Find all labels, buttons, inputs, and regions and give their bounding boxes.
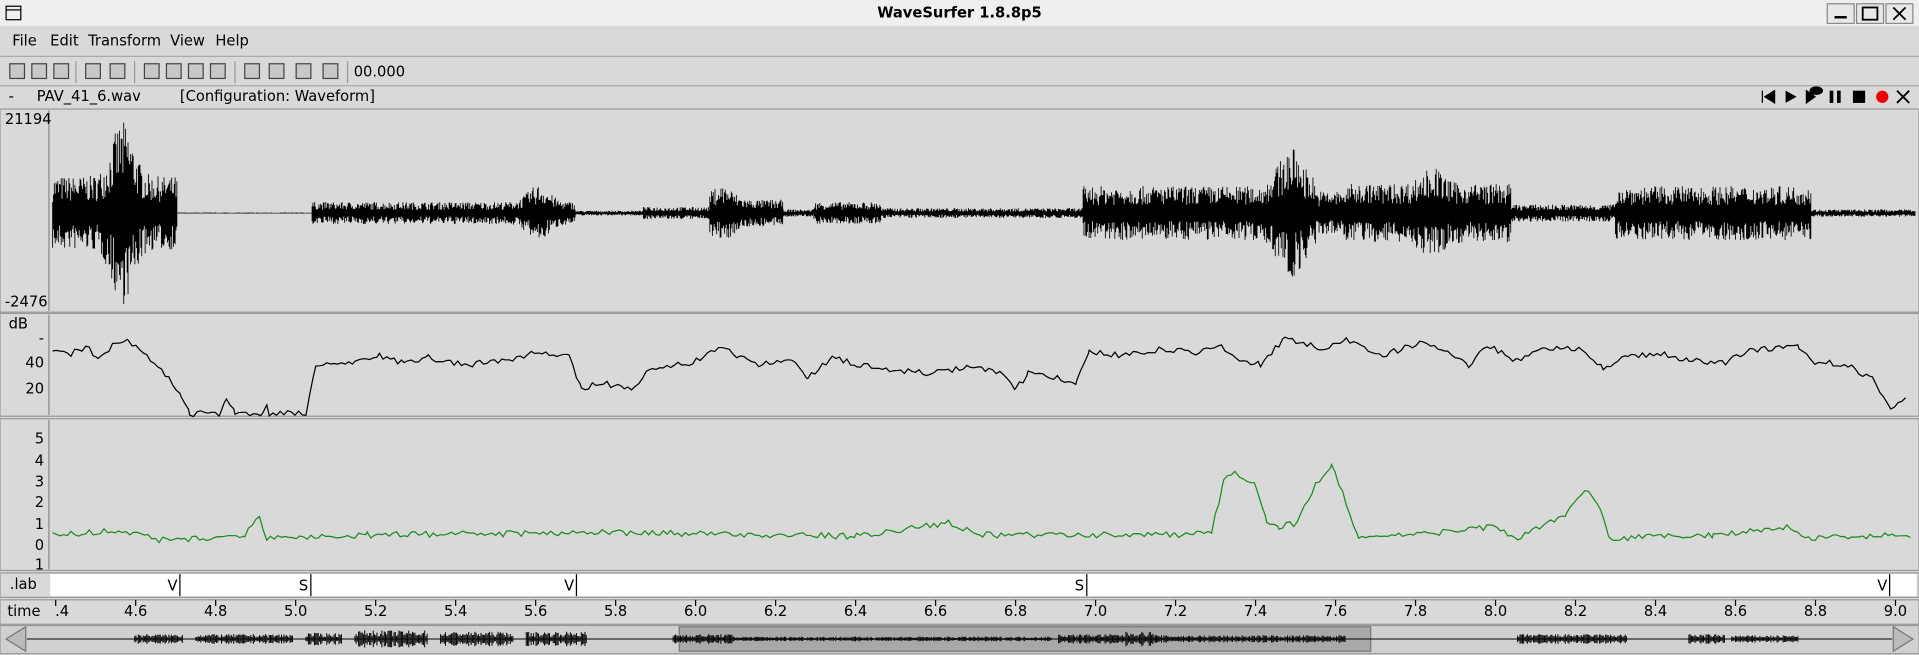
toolbar-button[interactable] xyxy=(209,63,226,80)
time-tick-label: 7.8 xyxy=(1404,603,1427,620)
stop-button[interactable] xyxy=(1852,90,1866,103)
power-curve xyxy=(52,336,1906,418)
power-unit: dB xyxy=(9,315,28,332)
waveform-max: 21194 xyxy=(5,111,52,128)
toolbar-button[interactable] xyxy=(9,63,26,80)
time-display: 00.000 xyxy=(354,63,405,80)
time-tick-label: 7.6 xyxy=(1324,603,1347,620)
pitch-tick-label: 0 xyxy=(35,537,44,554)
minimize-button[interactable] xyxy=(1826,3,1855,24)
play-button[interactable] xyxy=(1785,90,1797,103)
segment-label: S xyxy=(299,577,308,594)
label-tier-name: .lab xyxy=(10,576,37,593)
waveform xyxy=(52,122,1916,305)
time-tick-label: 7.0 xyxy=(1084,603,1107,620)
title-bar xyxy=(0,0,1919,26)
time-tick-label: 5.0 xyxy=(284,603,307,620)
toolbar-button[interactable] xyxy=(53,63,70,80)
time-tick-label: 4.6 xyxy=(124,603,147,620)
menu-item[interactable]: Transform xyxy=(87,33,161,50)
time-tick-label: 5.8 xyxy=(604,603,627,620)
close-sound-button[interactable] xyxy=(1896,90,1910,104)
pitch-curve xyxy=(52,462,1911,544)
transport-controls xyxy=(1761,86,1910,105)
rewind-button[interactable] xyxy=(1761,89,1776,105)
segment-label: V xyxy=(564,577,574,594)
time-tick-label: 8.0 xyxy=(1484,603,1507,620)
menu-item[interactable]: Help xyxy=(215,33,248,50)
toolbar-button[interactable] xyxy=(109,63,126,80)
menu-item[interactable]: View xyxy=(170,33,205,50)
overview-waveform xyxy=(134,630,1799,648)
icon-x xyxy=(1892,6,1907,21)
configuration: [Configuration: Waveform] xyxy=(180,88,375,105)
window-title: WaveSurfer 1.8.8p5 xyxy=(877,5,1041,22)
pitch-tick-label: 1 xyxy=(35,516,44,533)
window-menu-icon[interactable] xyxy=(5,5,22,21)
time-tick-label: 9.0 xyxy=(1884,603,1907,620)
pitch-tick-label: 1 xyxy=(35,557,44,574)
segment-label: V xyxy=(168,577,178,594)
time-tick-label: 8.2 xyxy=(1564,603,1587,620)
time-tick-label: 8.8 xyxy=(1804,603,1827,620)
power-tick-label: 40 xyxy=(25,355,44,372)
pause-button[interactable] xyxy=(1829,90,1834,103)
time-tick-label: 8.6 xyxy=(1724,603,1747,620)
scroll-left-button[interactable] xyxy=(4,625,27,653)
time-tick-label: 7.4 xyxy=(1244,603,1267,620)
pitch-tick-label: 2 xyxy=(35,494,44,511)
menu-item[interactable]: File xyxy=(12,33,37,50)
time-tick-label: 8.4 xyxy=(1644,603,1667,620)
waveform-trace xyxy=(52,122,1916,305)
pause-button-bar xyxy=(1837,90,1841,103)
label-pane[interactable] xyxy=(50,574,1917,597)
toolbar-button[interactable] xyxy=(244,63,261,80)
time-axis xyxy=(0,599,1919,625)
pitch-tick-label: 3 xyxy=(35,473,44,490)
time-tick-label: 5.6 xyxy=(524,603,547,620)
time-tick-label: 6.4 xyxy=(844,603,867,620)
menu-item[interactable]: Edit xyxy=(50,33,79,50)
power-pane[interactable] xyxy=(0,312,1919,417)
toolbar-button[interactable] xyxy=(268,63,285,80)
icon-box xyxy=(1861,6,1879,21)
time-tick-label: 6.0 xyxy=(684,603,707,620)
time-tick-label: 7.2 xyxy=(1164,603,1187,620)
segment-label: V xyxy=(1877,577,1887,594)
toolbar-button[interactable] xyxy=(143,63,160,80)
toolbar-button[interactable] xyxy=(295,63,312,80)
toolbar-button[interactable] xyxy=(165,63,182,80)
pitch-tick-label: 5 xyxy=(35,430,44,447)
scroll-right-button[interactable] xyxy=(1892,625,1915,653)
power-tick-label: 20 xyxy=(25,380,44,397)
waveform-min: -2476 xyxy=(5,293,48,310)
file-name: PAV_41_6.wav xyxy=(37,88,141,105)
time-tick-label: 6.8 xyxy=(1004,603,1027,620)
info-marker: - xyxy=(9,88,14,105)
power-tick-label: - xyxy=(39,330,44,347)
time-axis-label: time xyxy=(7,603,40,620)
time-tick-label: 6.6 xyxy=(924,603,947,620)
window-buttons xyxy=(1826,3,1914,24)
overview-trace xyxy=(134,630,1799,648)
time-tick-label: 5.2 xyxy=(364,603,387,620)
time-tick-label: 4.8 xyxy=(204,603,227,620)
toolbar-button[interactable] xyxy=(322,63,339,80)
toolbar-button[interactable] xyxy=(187,63,204,80)
pitch-tick-label: 4 xyxy=(35,453,44,470)
time-tick-label: 5.4 xyxy=(444,603,467,620)
time-tick-label: 6.2 xyxy=(764,603,787,620)
segment-label: S xyxy=(1075,577,1084,594)
toolbar-button[interactable] xyxy=(85,63,101,80)
pitch-pane[interactable] xyxy=(0,418,1919,572)
toolbar-button[interactable] xyxy=(31,63,48,80)
time-tick-label: .4 xyxy=(55,603,69,620)
record-button[interactable] xyxy=(1876,90,1889,103)
play-loop-button[interactable] xyxy=(1805,86,1823,105)
